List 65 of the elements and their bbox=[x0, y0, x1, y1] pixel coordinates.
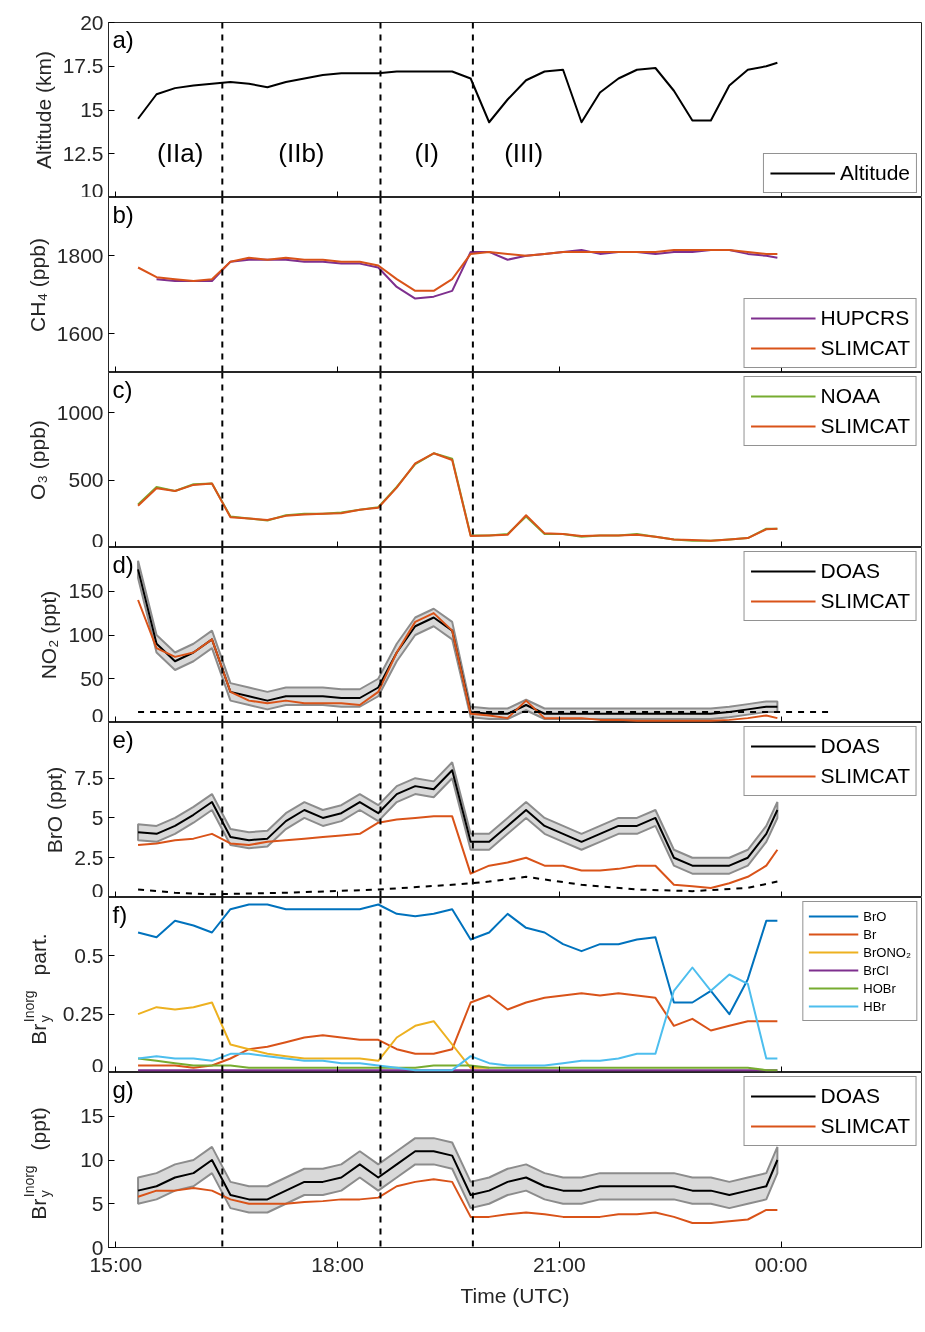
legend-label: SLIMCAT bbox=[820, 763, 910, 789]
legend-label: BrONO₂ bbox=[863, 943, 911, 961]
y-tick-label: 500 bbox=[68, 468, 104, 492]
y-tick-label: 1600 bbox=[56, 321, 104, 345]
legend-label: HUPCRS bbox=[820, 305, 910, 331]
y-tick-label: 50 bbox=[80, 666, 104, 690]
x-tick-label: 18:00 bbox=[311, 1252, 364, 1276]
y-tick-label: 100 bbox=[68, 623, 104, 646]
y-tick-label: 0 bbox=[91, 703, 104, 727]
x-axis-title: Time (UTC) bbox=[460, 1283, 570, 1307]
y-tick-label: 10 bbox=[80, 1148, 104, 1171]
legend-label: DOAS bbox=[820, 558, 881, 584]
y-tick-label: 10 bbox=[80, 178, 104, 202]
annotation: (IIa) bbox=[157, 137, 204, 168]
y-axis-title: CH₄ (ppb) bbox=[25, 238, 49, 332]
y-tick-label: 20 bbox=[80, 10, 104, 34]
y-tick-label: 0 bbox=[91, 528, 104, 552]
y-axis-title: BryInorg part. bbox=[20, 933, 53, 1045]
annotation: (IIb) bbox=[278, 137, 325, 168]
annotation: (III) bbox=[504, 137, 544, 168]
y-tick-label: 1800 bbox=[56, 243, 104, 267]
legend-label: SLIMCAT bbox=[820, 588, 910, 614]
legend-label: Br bbox=[863, 925, 878, 943]
line-series bbox=[137, 1178, 779, 1224]
y-tick-label: 150 bbox=[68, 579, 104, 603]
line-series bbox=[137, 249, 779, 292]
y-axis-title: BrO (ppt) bbox=[43, 766, 67, 854]
y-tick-label: 0 bbox=[91, 878, 104, 902]
annotation: d) bbox=[112, 550, 134, 578]
x-tick-label: 00:00 bbox=[754, 1252, 808, 1276]
y-tick-label: 1000 bbox=[56, 400, 104, 424]
y-tick-label: 0.25 bbox=[62, 1002, 104, 1026]
annotation: b) bbox=[112, 200, 134, 228]
y-tick-label: 5 bbox=[91, 805, 104, 829]
y-axis-title: O₃ (ppb) bbox=[25, 420, 49, 500]
x-tick-label: 21:00 bbox=[533, 1252, 586, 1276]
legend-label: SLIMCAT bbox=[820, 1113, 910, 1139]
legend-label: DOAS bbox=[820, 1083, 881, 1109]
y-tick-label: 7.5 bbox=[74, 766, 104, 790]
legend-label: NOAA bbox=[820, 383, 881, 409]
annotation: a) bbox=[112, 25, 134, 53]
annotation: f) bbox=[112, 900, 128, 928]
legend-label: SLIMCAT bbox=[820, 335, 910, 361]
y-tick-label: 15 bbox=[80, 98, 104, 121]
y-tick-label: 0 bbox=[91, 1053, 104, 1077]
y-axis-title: Altitude (km) bbox=[31, 51, 55, 169]
y-tick-label: 17.5 bbox=[62, 54, 104, 78]
y-axis-title: BryInorg (ppt) bbox=[20, 1107, 53, 1220]
annotation: e) bbox=[112, 725, 134, 753]
annotation: (I) bbox=[414, 137, 439, 168]
text: SLIMCAT bbox=[820, 413, 910, 439]
y-tick-label: 12.5 bbox=[62, 141, 104, 165]
legend-label: Altitude bbox=[839, 160, 910, 186]
legend-label: HOBr bbox=[863, 979, 896, 997]
annotation: c) bbox=[112, 375, 133, 403]
y-tick-label: 0.5 bbox=[74, 943, 104, 967]
y-tick-label: 5 bbox=[91, 1191, 104, 1215]
legend-label: HBr bbox=[863, 997, 886, 1015]
annotation: g) bbox=[112, 1075, 134, 1103]
y-axis-title: NO₂ (ppt) bbox=[37, 590, 61, 680]
legend-label: BrO bbox=[863, 907, 887, 925]
legend-label: BrCl bbox=[863, 961, 889, 979]
y-tick-label: 2.5 bbox=[74, 845, 104, 869]
legend-label: DOAS bbox=[820, 733, 881, 759]
y-tick-label: 15 bbox=[80, 1104, 104, 1128]
